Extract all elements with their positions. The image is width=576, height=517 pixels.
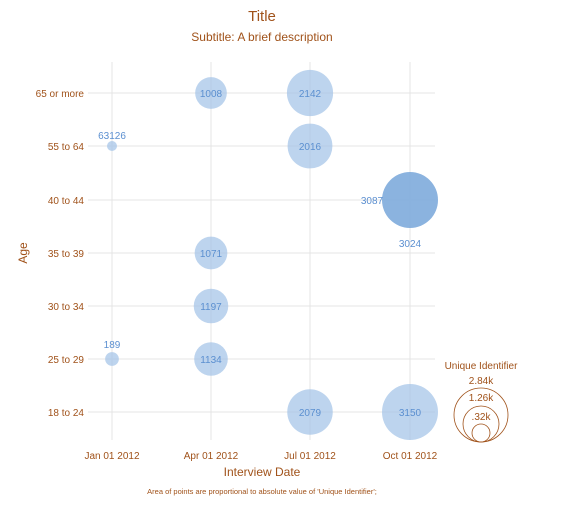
- bubble-point: [287, 123, 333, 169]
- bubble-value-label: 3087: [361, 196, 384, 207]
- grid-lines: [88, 62, 435, 440]
- bubble-value-label: 1197: [200, 302, 222, 313]
- chart-title: Title: [248, 8, 276, 25]
- bubble-point: [195, 77, 227, 109]
- bubble-value-label: 1071: [200, 249, 223, 260]
- x-tick-label: Jan 01 2012: [84, 451, 139, 462]
- chart-footnote: Area of points are proportional to absol…: [147, 487, 377, 496]
- bubble-layer: [105, 69, 438, 440]
- bubble-value-label: 2142: [299, 89, 322, 100]
- size-legend-label: 2.84k: [469, 376, 494, 387]
- y-axis-label: Age: [16, 242, 30, 264]
- chart-subtitle: Subtitle: A brief description: [191, 30, 332, 44]
- bubble-value-label: 63126: [98, 131, 126, 142]
- y-tick-label: 65 or more: [36, 89, 85, 100]
- size-legend-label: 1.26k: [469, 393, 494, 404]
- bubble-point: [193, 288, 229, 324]
- y-tick-label: 18 to 24: [48, 408, 85, 419]
- y-tick-label: 35 to 39: [48, 249, 85, 260]
- bubble-value-label: 1008: [200, 89, 223, 100]
- value-label-layer: 63126 189 1008 1071 1197 1134 2142 2016 2079 3087…: [98, 89, 421, 419]
- bubble-point: [194, 342, 228, 376]
- bubble-point: [287, 389, 333, 435]
- x-axis-label: Interview Date: [224, 465, 301, 479]
- bubble-value-label: 189: [104, 340, 121, 351]
- bubble-point: [382, 172, 438, 228]
- bubble-value-label: 3150: [399, 408, 422, 419]
- bubble-point: [382, 384, 438, 440]
- bubble-point: [105, 352, 119, 366]
- bubble-point: [107, 141, 117, 151]
- y-tick-label: 25 to 29: [48, 355, 85, 366]
- bubble-value-label: 3024: [399, 239, 422, 250]
- bubble-point: [194, 236, 228, 270]
- x-tick-label: Apr 01 2012: [184, 451, 239, 462]
- tick-label-layer: Jan 01 2012 Apr 01 2012 Jul 01 2012 Oct 01 …: [36, 89, 438, 462]
- size-legend: Unique Identifier 2.84k 1.26k .32k: [445, 361, 518, 443]
- bubble-value-label: 1134: [200, 355, 222, 366]
- bubble-value-label: 2016: [299, 142, 322, 153]
- y-tick-label: 40 to 44: [48, 196, 85, 207]
- size-legend-title: Unique Identifier: [445, 361, 518, 372]
- x-tick-label: Oct 01 2012: [383, 451, 438, 462]
- bubble-point: [286, 69, 334, 117]
- size-legend-circle: [471, 423, 491, 443]
- y-tick-label: 30 to 34: [48, 302, 85, 313]
- x-tick-label: Jul 01 2012: [284, 451, 336, 462]
- y-tick-label: 55 to 64: [48, 142, 85, 153]
- bubble-value-label: 2079: [299, 408, 322, 419]
- size-legend-label: .32k: [472, 412, 492, 423]
